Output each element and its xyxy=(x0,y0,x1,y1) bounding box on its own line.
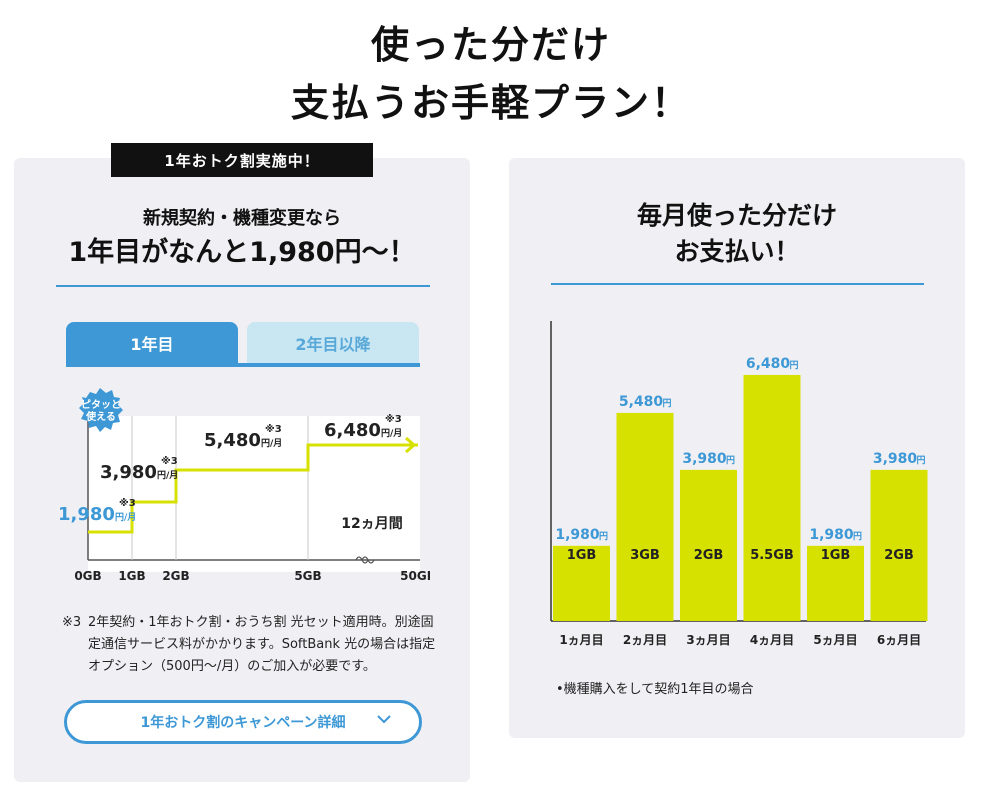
price-step-chart-svg: 1,980 円/月※33,980 円/月※35,480 円/月※3 6,480 円/月※3… xyxy=(58,388,436,583)
x-category-label: 4ヵ月目 xyxy=(750,633,794,647)
chevron-down-icon xyxy=(377,715,391,724)
bar-usage-label: 2GB xyxy=(694,548,724,563)
divider-right xyxy=(551,283,924,285)
bar-usage-label: 2GB xyxy=(884,548,914,563)
price-value: 1,980 xyxy=(58,504,115,525)
bar-value-label: 1,980 xyxy=(809,527,854,543)
right-usage-card: 毎月使った分だけ お支払い！ xyxy=(509,158,965,738)
bar-value-unit: 円 xyxy=(916,455,925,466)
x-category-label: 6ヵ月目 xyxy=(877,633,921,647)
price-unit: 円/月 xyxy=(261,438,282,449)
bar-value-label: 3,980 xyxy=(682,451,727,467)
x-tick-label: 1GB xyxy=(118,569,145,583)
price-step-line xyxy=(88,443,418,534)
bar-usage-label: 3GB xyxy=(630,548,660,563)
bar-value-unit: 円 xyxy=(599,531,608,542)
sticker-line2: 使える xyxy=(85,410,116,423)
price-unit: 円/月 xyxy=(115,512,136,523)
bar xyxy=(807,545,864,621)
footnote-mark: ※3 xyxy=(62,615,82,630)
tab-underline xyxy=(66,363,420,367)
bar-value-label: 1,980 xyxy=(555,527,600,543)
x-category-label: 5ヵ月目 xyxy=(813,633,857,647)
bar xyxy=(553,545,610,621)
campaign-details-button[interactable]: 1年おトク割のキャンペーン詳細 xyxy=(64,700,422,744)
bar-value-label: 3,980 xyxy=(873,451,918,467)
bar-usage-label: 1GB xyxy=(567,548,597,563)
price-step-chart: 1,980 円/月 ※3 3,980 円/月 ※3 5,480 円/月 ※3 6,480 円/月 ※3… xyxy=(56,382,436,592)
price-value: 5,480 xyxy=(204,430,261,451)
bar-value-label: 6,480 xyxy=(746,356,791,372)
bar xyxy=(616,412,674,621)
bar-usage-label: 1GB xyxy=(821,548,851,563)
right-title-line2: お支払い！ xyxy=(674,237,800,266)
arrow-head xyxy=(405,436,417,454)
bar-value-unit: 円 xyxy=(726,455,735,466)
price-label: 1,980 円/月 ※3 xyxy=(58,497,136,525)
x-category-label: 2ヵ月目 xyxy=(623,633,667,647)
chart-caption: •機種購入をして契約1年目の場合 xyxy=(556,682,754,697)
bar xyxy=(743,374,801,621)
tab-year2-later[interactable]: 2年目以降 xyxy=(247,322,419,364)
headline-line2: 支払うお手軽プラン！ xyxy=(290,81,691,125)
price-unit: 円/月 xyxy=(157,470,178,481)
price-label: 5,480 円/月 ※3 xyxy=(204,423,282,451)
period-label: 12ヵ月間 xyxy=(341,516,402,532)
x-category-label: 3ヵ月目 xyxy=(686,633,730,647)
campaign-badge: 1年おトク割実施中！ xyxy=(111,143,373,177)
bar-value-label: 5,480 xyxy=(619,394,664,410)
sticker-badge: ピタッと 使える xyxy=(79,388,123,432)
axis-break-mark xyxy=(361,556,375,564)
price-note: ※3 xyxy=(265,423,282,435)
price-note: ※3 xyxy=(385,413,402,425)
card-title: 1年目がなんと1,980円～！ xyxy=(68,237,416,268)
card-subtitle: 新規契約・機種変更なら xyxy=(143,208,341,229)
price-value: 3,980 xyxy=(100,462,157,483)
sticker-line1: ピタッと xyxy=(81,399,121,411)
bar-value-unit: 円 xyxy=(662,398,671,409)
x-tick-label: 50GB xyxy=(400,569,430,583)
bar xyxy=(680,469,737,621)
x-tick-label: 2GB xyxy=(162,569,189,583)
price-note: ※3 xyxy=(161,455,178,467)
footnote-text: 2年契約・1年おトク割・おうち割 光セット適用時。別途固定通信サービス料がかかり… xyxy=(88,615,436,674)
price-note: ※3 xyxy=(119,497,136,509)
price-label: 6,480 円/月 ※3 xyxy=(324,413,402,441)
tab-year1[interactable]: 1年目 xyxy=(66,322,238,364)
price-unit: 円/月 xyxy=(381,428,402,439)
x-tick-label: 5GB xyxy=(294,569,321,583)
campaign-details-label: 1年おトク割のキャンペーン詳細 xyxy=(140,715,346,731)
headline-line1: 使った分だけ xyxy=(370,23,611,67)
x-tick-label: 0GB xyxy=(74,569,101,583)
bar-value-unit: 円 xyxy=(853,531,862,542)
x-category-label: 1ヵ月目 xyxy=(559,633,603,647)
price-value: 6,480 xyxy=(324,420,381,441)
right-title-line1: 毎月使った分だけ xyxy=(636,201,837,230)
bar xyxy=(870,469,928,621)
price-label: 3,980 円/月 ※3 xyxy=(100,455,178,483)
divider xyxy=(56,285,430,287)
footnote: ※3 2年契約・1年おトク割・おうち割 光セット適用時。別途固定通信サービス料が… xyxy=(62,612,442,678)
bar-usage-label: 5.5GB xyxy=(750,548,794,563)
bar-value-unit: 円 xyxy=(789,360,798,371)
